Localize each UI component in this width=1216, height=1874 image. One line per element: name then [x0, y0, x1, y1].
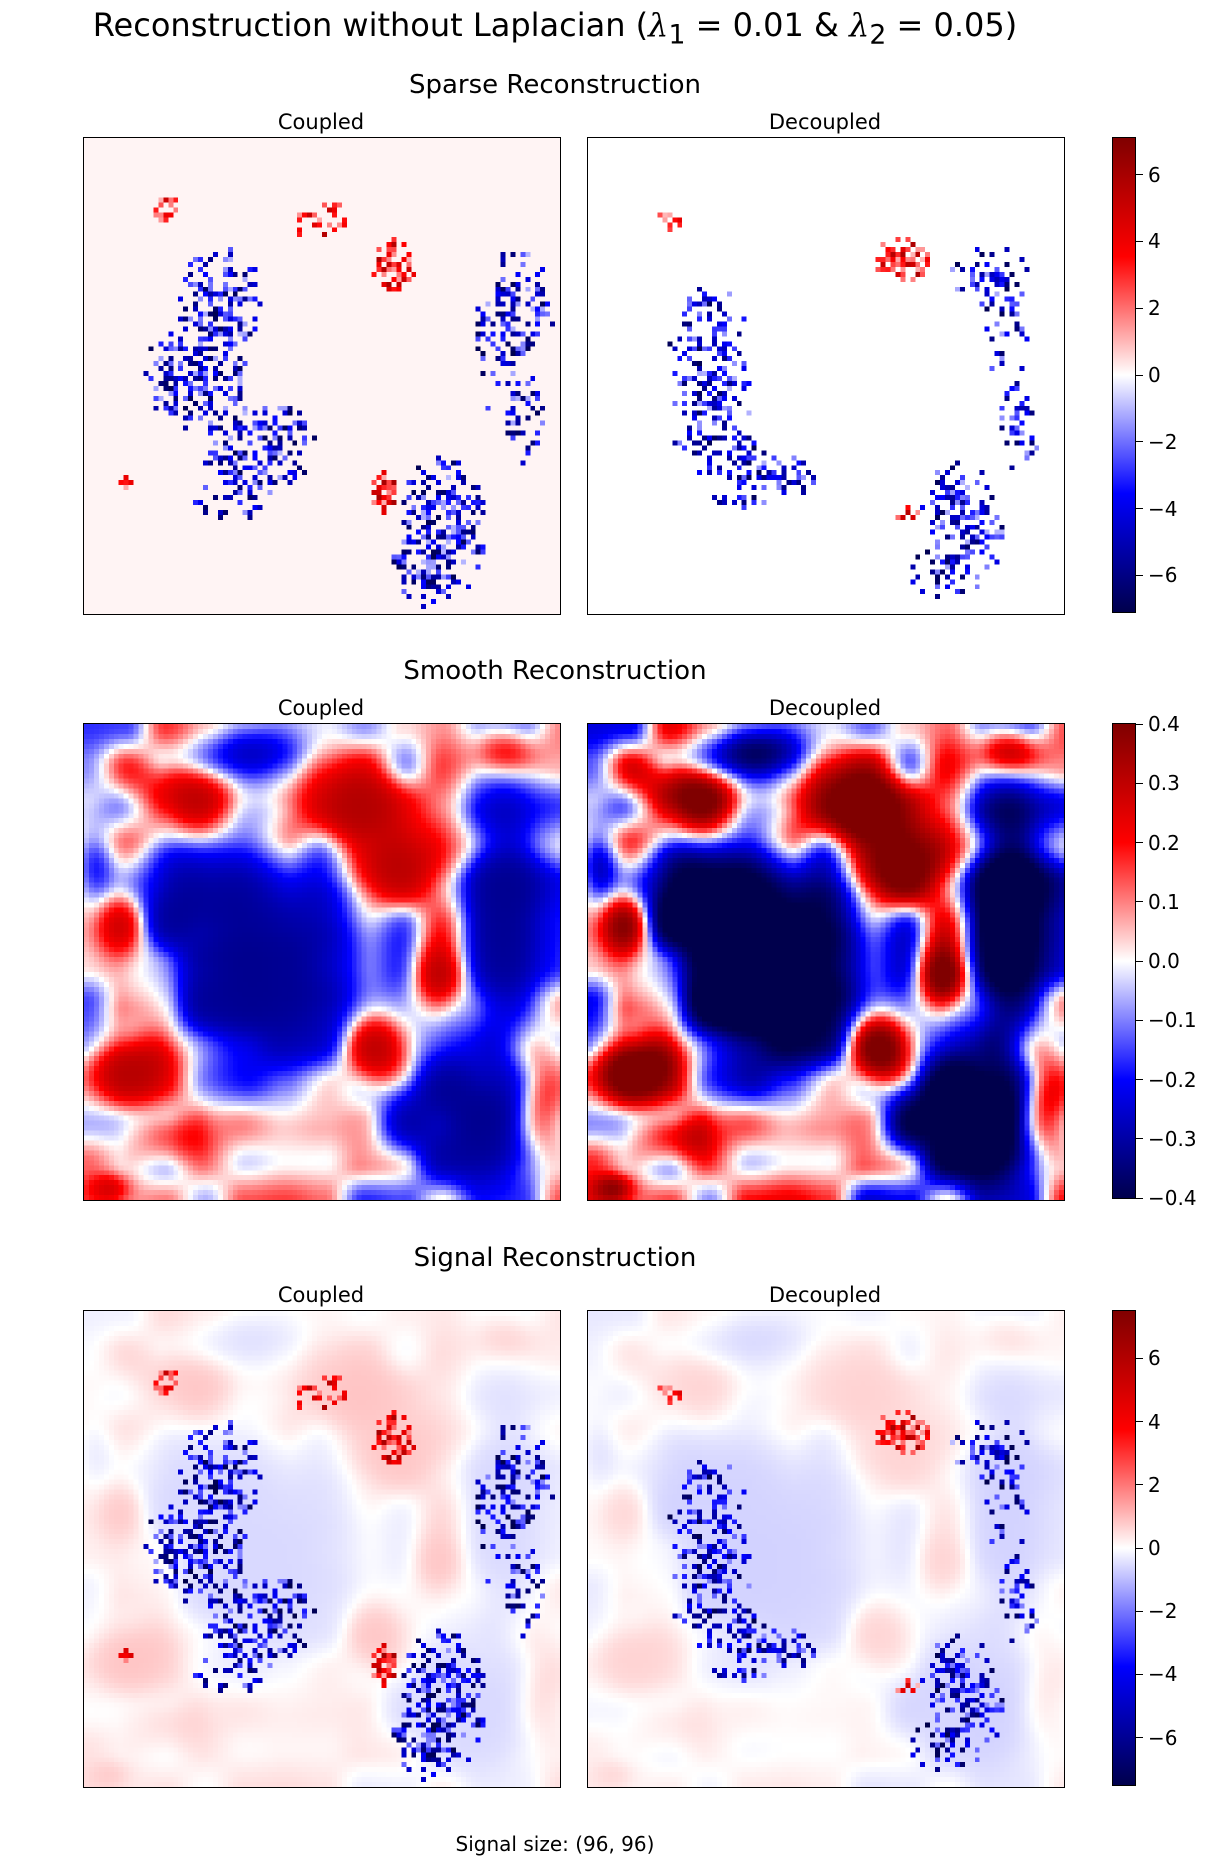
- colorbar-tick-label: −0.2: [1148, 1067, 1197, 1092]
- colorbar-tick-label: −0.1: [1148, 1008, 1197, 1033]
- colorbar-tick: 0.1: [1136, 889, 1180, 914]
- panel-title-signal-coupled: Coupled: [277, 1283, 365, 1307]
- colorbar-tick-label: 4: [1148, 229, 1161, 254]
- colorbar-tick-mark: [1136, 1421, 1143, 1423]
- colorbar-tick: 6: [1136, 1346, 1161, 1371]
- colorbar-tick: 0.4: [1136, 712, 1180, 736]
- colorbar-tick: 0.3: [1136, 771, 1180, 796]
- colorbar-tick-label: −6: [1148, 563, 1178, 588]
- signal-size-label: Signal size: (96, 96): [455, 1832, 655, 1856]
- colorbar-tick: −2: [1136, 1599, 1178, 1624]
- colorbar-tick-mark: [1136, 1484, 1143, 1486]
- colorbar-tick-label: 6: [1148, 162, 1161, 187]
- colorbar-tick-mark: [1136, 842, 1143, 843]
- colorbar-tick-mark: [1136, 441, 1143, 443]
- panel-title-smooth-coupled: Coupled: [277, 696, 365, 720]
- colorbar-tick-mark: [1136, 1079, 1143, 1080]
- colorbar-tick-mark: [1136, 1737, 1143, 1739]
- colorbar-tick: −4: [1136, 1662, 1178, 1687]
- heatmap-sparse-coupled: [83, 137, 561, 615]
- colorbar-tick-label: 0.2: [1148, 830, 1180, 855]
- colorbar-tick-label: −0.4: [1148, 1186, 1197, 1210]
- colorbar-tick-mark: [1136, 508, 1143, 510]
- colorbar-tick-label: −4: [1148, 1662, 1178, 1687]
- row-title-signal: Signal Reconstruction: [413, 1243, 697, 1273]
- colorbar-tick-label: −4: [1148, 496, 1178, 521]
- colorbar-tick-label: 2: [1148, 296, 1161, 321]
- colorbar-tick: −6: [1136, 1725, 1178, 1750]
- row-title-sparse: Sparse Reconstruction: [408, 70, 702, 100]
- colorbar-tick-label: 4: [1148, 1409, 1161, 1434]
- panel-title-sparse-decoupled: Decoupled: [768, 110, 882, 134]
- heatmap-canvas: [588, 724, 1064, 1200]
- colorbar-tick-mark: [1136, 374, 1143, 376]
- colorbar-tick-label: −0.3: [1148, 1126, 1197, 1151]
- heatmap-smooth-decoupled: [587, 723, 1065, 1201]
- colorbar-tick-mark: [1136, 174, 1143, 176]
- heatmap-canvas: [84, 724, 560, 1200]
- colorbar-tick: 2: [1136, 296, 1161, 321]
- colorbar-tick: −0.1: [1136, 1008, 1197, 1033]
- heatmap-smooth-coupled: [83, 723, 561, 1201]
- colorbar-signal: [1112, 1310, 1136, 1786]
- colorbar-tick-mark: [1136, 960, 1143, 962]
- colorbar-tick: −6: [1136, 563, 1178, 588]
- colorbar-smooth: [1112, 723, 1136, 1199]
- panel-title-sparse-coupled: Coupled: [277, 110, 365, 134]
- colorbar-tick-mark: [1136, 240, 1143, 242]
- colorbar-tick-mark: [1136, 1357, 1143, 1359]
- colorbar-tick: 0: [1136, 1536, 1161, 1560]
- colorbar-tick-mark: [1136, 1019, 1143, 1021]
- heatmap-canvas: [84, 138, 560, 614]
- colorbar-tick-mark: [1136, 307, 1143, 309]
- colorbar-tick: −2: [1136, 429, 1178, 454]
- heatmap-signal-coupled: [83, 1310, 561, 1788]
- colorbar-tick-label: 0.1: [1148, 889, 1180, 914]
- colorbar-tick-label: 0: [1148, 1536, 1161, 1560]
- colorbar-tick-label: 0: [1148, 363, 1161, 387]
- colorbar-tick-label: −2: [1148, 1599, 1178, 1624]
- colorbar-tick: −0.4: [1136, 1186, 1197, 1210]
- row-title-smooth: Smooth Reconstruction: [403, 656, 707, 686]
- colorbar-tick-mark: [1136, 1138, 1143, 1140]
- colorbar-tick: 0.2: [1136, 830, 1180, 855]
- colorbar-tick: −0.3: [1136, 1126, 1197, 1151]
- heatmap-sparse-decoupled: [587, 137, 1065, 615]
- colorbar-tick-label: 0.0: [1148, 949, 1180, 973]
- colorbar-tick-label: 0.3: [1148, 771, 1180, 796]
- colorbar-tick-label: 0.4: [1148, 712, 1180, 736]
- colorbar-tick: 0: [1136, 363, 1161, 387]
- colorbar-tick-mark: [1136, 901, 1143, 903]
- heatmap-canvas: [588, 1311, 1064, 1787]
- colorbar-tick-mark: [1136, 574, 1143, 576]
- colorbar-tick: 0.0: [1136, 949, 1180, 973]
- colorbar-tick-mark: [1136, 1673, 1143, 1675]
- colorbar-sparse: [1112, 137, 1136, 613]
- colorbar-tick-label: 2: [1148, 1472, 1161, 1497]
- panel-title-signal-decoupled: Decoupled: [768, 1283, 882, 1307]
- panel-title-smooth-decoupled: Decoupled: [768, 696, 882, 720]
- colorbar-tick-label: 6: [1148, 1346, 1161, 1371]
- heatmap-canvas: [84, 1311, 560, 1787]
- colorbar-tick: −4: [1136, 496, 1178, 521]
- colorbar-tick-mark: [1136, 782, 1143, 784]
- colorbar-tick-mark: [1136, 1547, 1143, 1549]
- colorbar-tick-label: −2: [1148, 429, 1178, 454]
- colorbar-tick: 4: [1136, 229, 1161, 254]
- colorbar-tick-mark: [1136, 1610, 1143, 1612]
- colorbar-tick: 2: [1136, 1472, 1161, 1497]
- colorbar-tick: 6: [1136, 162, 1161, 187]
- colorbar-tick-mark: [1136, 723, 1143, 725]
- heatmap-canvas: [588, 138, 1064, 614]
- colorbar-tick-label: −6: [1148, 1725, 1178, 1750]
- colorbar-tick: 4: [1136, 1409, 1161, 1434]
- figure-title: Reconstruction without Laplacian (λ1 = 0…: [92, 6, 1018, 51]
- heatmap-signal-decoupled: [587, 1310, 1065, 1788]
- colorbar-tick-mark: [1136, 1197, 1143, 1199]
- colorbar-tick: −0.2: [1136, 1067, 1197, 1092]
